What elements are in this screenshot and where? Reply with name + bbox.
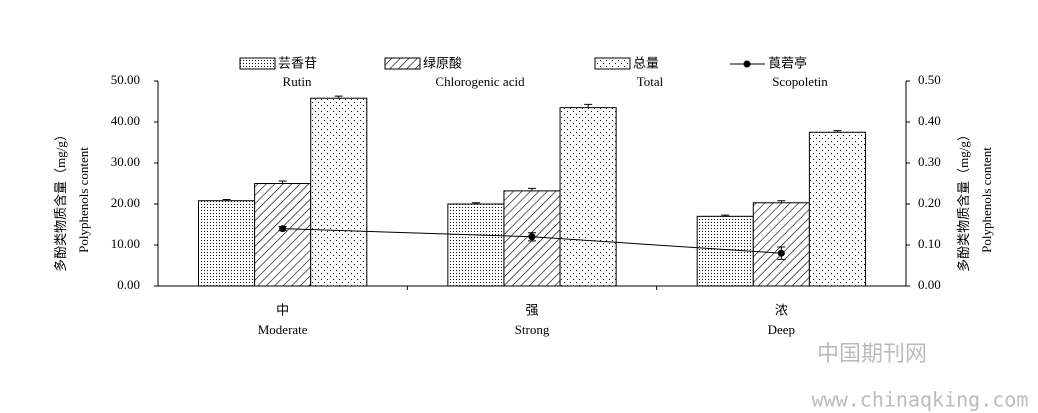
legend-label: 莨菪亭 [768,56,807,72]
bar [447,203,505,287]
y2-tick-label: 0.20 [918,195,941,210]
y2-tick-label: 0.30 [918,154,941,169]
y-tick-label: 40.00 [111,113,140,128]
legend-label-en: Total [637,74,664,89]
bar [752,202,810,287]
bar [808,131,866,287]
legend-label: 绿原酸 [423,57,462,72]
error-bar [278,180,287,184]
error-bar [222,198,231,201]
y2-axis-label-en: Polyphenols content [979,147,994,253]
line-point [279,225,287,233]
x-tick-label-en: Moderate [258,322,308,337]
x-tick-label: 强 [525,304,538,319]
error-bar [528,187,536,191]
error-bar [471,202,480,204]
y-tick-label: 10.00 [111,236,140,251]
error-bar [334,95,343,99]
legend-label: 总量 [633,57,659,72]
line-point [777,249,785,257]
legend-swatch [384,57,421,70]
y2-tick-label: 0.50 [918,72,941,87]
error-bar [833,130,842,133]
legend-swatch [594,57,631,70]
y2-tick-label: 0.40 [918,113,941,128]
y-tick-label: 0.00 [117,277,140,292]
bar [559,107,617,287]
y-tick-label: 20.00 [111,195,140,210]
y2-axis-label: 多酚类物质含量（mg/g） [956,128,971,272]
y-tick-label: 50.00 [111,72,140,87]
legend-swatch [239,57,276,70]
x-tick-label-en: Deep [768,322,795,337]
legend-label-en: Scopoletin [772,74,828,89]
error-bar [721,214,730,217]
bar [310,97,368,287]
x-tick-label-en: Strong [515,322,550,337]
y-tick-label: 30.00 [111,154,140,169]
y-axis-label-en: Polyphenols content [76,147,91,253]
legend-label-en: Rutin [283,74,312,89]
line-point [528,233,536,241]
y-axis-label: 多酚类物质含量（mg/g） [53,128,68,272]
error-bar [777,200,786,203]
x-tick-label: 浓 [775,304,788,319]
y2-tick-label: 0.00 [918,277,941,292]
legend-label: 芸香苷 [278,56,317,72]
watermark-url: www.chinaqking.com [812,388,1029,412]
y2-tick-label: 0.10 [918,236,941,251]
x-tick-label: 中 [276,304,289,319]
bar [254,183,312,287]
legend-marker [743,60,751,68]
error-bar [584,103,593,108]
legend-label-en: Chlorogenic acid [435,74,525,89]
watermark: 中国期刊网 [817,342,927,367]
bar [198,200,256,287]
